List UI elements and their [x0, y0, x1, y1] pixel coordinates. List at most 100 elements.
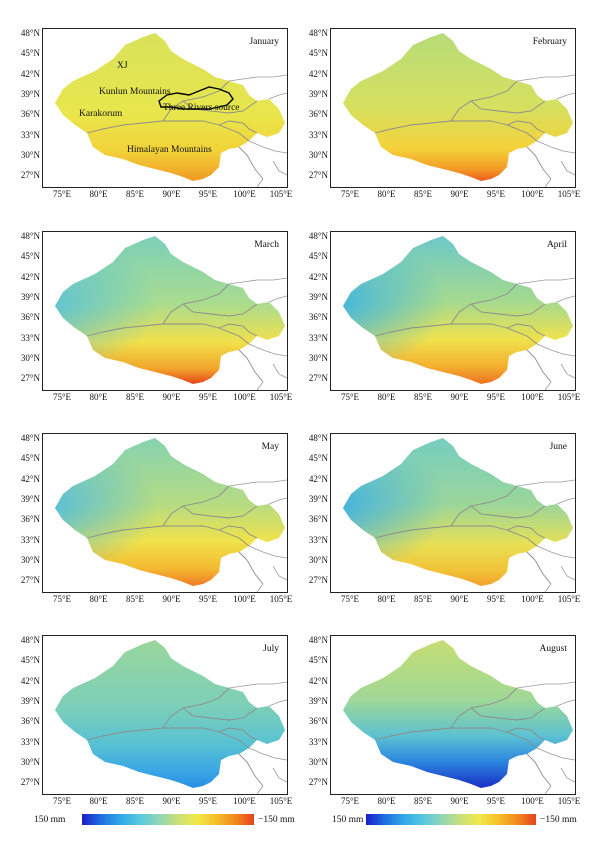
- map-frame: February: [330, 28, 576, 188]
- latitude-tick-label: 42°N: [20, 271, 40, 282]
- longitude-tick-label: 80°E: [377, 189, 396, 199]
- latitude-tick-label: 42°N: [308, 271, 328, 282]
- latitude-tick-label: 27°N: [308, 170, 328, 181]
- country-boundary: [516, 277, 575, 285]
- latitude-tick-label: 45°N: [20, 48, 40, 59]
- latitude-tick-label: 36°N: [308, 109, 328, 120]
- latitude-tick-label: 42°N: [20, 68, 40, 79]
- latitude-tick-label: 33°N: [20, 129, 40, 140]
- country-boundary: [228, 74, 287, 82]
- colorbar-left-max-label: 150 mm: [34, 815, 66, 825]
- colorbar-right-min-label: −150 mm: [540, 815, 577, 825]
- longitude-tick-label: 95°E: [198, 796, 218, 806]
- region-boundary: [182, 707, 258, 721]
- longitude-tick-label: 100°E: [521, 796, 544, 806]
- region-boundary: [86, 120, 250, 142]
- region-boundary: [374, 727, 538, 749]
- longitude-tick-label: 95°E: [486, 796, 506, 806]
- country-boundary: [556, 699, 575, 707]
- month-label: June: [549, 442, 567, 452]
- latitude-tick-label: 36°N: [20, 312, 40, 323]
- country-boundary: [556, 92, 575, 100]
- latitude-tick-label: 48°N: [20, 433, 40, 443]
- latitude-tick-label: 48°N: [308, 28, 328, 38]
- longitude-tick-label: 95°E: [486, 189, 506, 199]
- region-boundary: [182, 303, 258, 317]
- latitude-tick-label: 45°N: [308, 251, 328, 262]
- longitude-tick-label: 90°E: [450, 392, 469, 402]
- map-panel-july: 48°N 45°N 42°N 39°N 36°N 33°N 30°N 27°N 75°E 80°E…: [0, 617, 292, 807]
- latitude-tick-label: 39°N: [20, 695, 40, 706]
- latitude-tick-label: 33°N: [308, 534, 328, 545]
- longitude-tick-label: 105°E: [269, 392, 293, 402]
- three-rivers-source-outline: [158, 86, 234, 110]
- month-label: July: [263, 644, 279, 654]
- region-boundary: [506, 323, 546, 337]
- annotation-xj: XJ: [117, 61, 128, 71]
- longitude-tick-label: 90°E: [450, 189, 469, 199]
- region-boundary: [86, 727, 250, 749]
- latitude-tick-label: 39°N: [20, 88, 40, 99]
- country-boundary: [256, 381, 264, 390]
- longitude-tick-label: 85°E: [413, 392, 433, 402]
- map-panel-february: 48°N 45°N 42°N 39°N 36°N 33°N 30°N 27°N 75°E 80°E…: [288, 10, 580, 200]
- longitude-tick-label: 80°E: [377, 796, 396, 806]
- latitude-tick-label: 27°N: [20, 575, 40, 586]
- latitude-tick-label: 42°N: [308, 473, 328, 484]
- map-panel-march: 48°N 45°N 42°N 39°N 36°N 33°N 30°N 27°N 75°E 80°E…: [0, 213, 292, 403]
- country-boundary: [560, 767, 575, 783]
- latitude-tick-label: 48°N: [308, 231, 328, 241]
- country-boundary: [248, 545, 287, 559]
- precipitation-map: [343, 33, 575, 187]
- latitude-tick-label: 45°N: [308, 453, 328, 464]
- country-boundary: [560, 160, 575, 176]
- latitude-tick-label: 30°N: [308, 352, 328, 363]
- colorbar-left-bar: [82, 814, 254, 825]
- latitude-tick-label: 39°N: [308, 695, 328, 706]
- longitude-tick-label: 100°E: [521, 594, 544, 604]
- country-boundary: [544, 583, 552, 592]
- longitude-tick-label: 95°E: [198, 189, 218, 199]
- map-panel-may: 48°N 45°N 42°N 39°N 36°N 33°N 30°N 27°N 75°E 80°E…: [0, 415, 292, 605]
- longitude-tick-label: 90°E: [162, 189, 181, 199]
- latitude-tick-label: 48°N: [308, 635, 328, 645]
- longitude-tick-label: 105°E: [269, 796, 293, 806]
- map-panel-june: 48°N 45°N 42°N 39°N 36°N 33°N 30°N 27°N 75°E 80°E…: [288, 415, 580, 605]
- country-boundary: [536, 545, 575, 559]
- precipitation-map: [343, 640, 575, 794]
- longitude-tick-label: 90°E: [162, 796, 181, 806]
- annotation-karakorum: Karakorum: [79, 109, 123, 119]
- latitude-tick-label: 30°N: [308, 756, 328, 767]
- country-boundary: [516, 74, 575, 82]
- map-panel-august: 48°N 45°N 42°N 39°N 36°N 33°N 30°N 27°N 75°E 80°E…: [288, 617, 580, 807]
- latitude-tick-label: 27°N: [308, 777, 328, 788]
- region-boundary: [450, 485, 518, 527]
- latitude-tick-label: 33°N: [20, 736, 40, 747]
- longitude-tick-label: 105°E: [557, 392, 581, 402]
- region-boundary: [450, 687, 518, 729]
- precipitation-map: [55, 438, 287, 592]
- country-boundary: [544, 178, 552, 187]
- colorbar-right-max-label: 150 mm: [332, 815, 364, 825]
- region-boundary: [470, 707, 546, 721]
- map-frame: April: [330, 231, 576, 391]
- longitude-tick-label: 105°E: [557, 594, 581, 604]
- country-boundary: [268, 497, 287, 505]
- country-boundary: [516, 479, 575, 487]
- country-boundary: [516, 681, 575, 689]
- precipitation-map: [343, 236, 575, 390]
- latitude-tick-label: 39°N: [308, 88, 328, 99]
- longitude-tick-label: 105°E: [269, 594, 293, 604]
- country-boundary: [256, 583, 264, 592]
- country-boundary: [228, 681, 287, 689]
- annotation-three-rivers-source: Three Rivers source: [163, 103, 240, 113]
- latitude-tick-label: 48°N: [20, 635, 40, 645]
- latitude-tick-label: 45°N: [20, 251, 40, 262]
- longitude-tick-label: 80°E: [377, 594, 396, 604]
- longitude-tick-label: 100°E: [521, 392, 544, 402]
- region-boundary: [218, 525, 258, 539]
- latitude-tick-label: 42°N: [308, 68, 328, 79]
- study-region: [55, 640, 285, 788]
- longitude-tick-label: 105°E: [557, 796, 581, 806]
- longitude-tick-label: 80°E: [377, 392, 396, 402]
